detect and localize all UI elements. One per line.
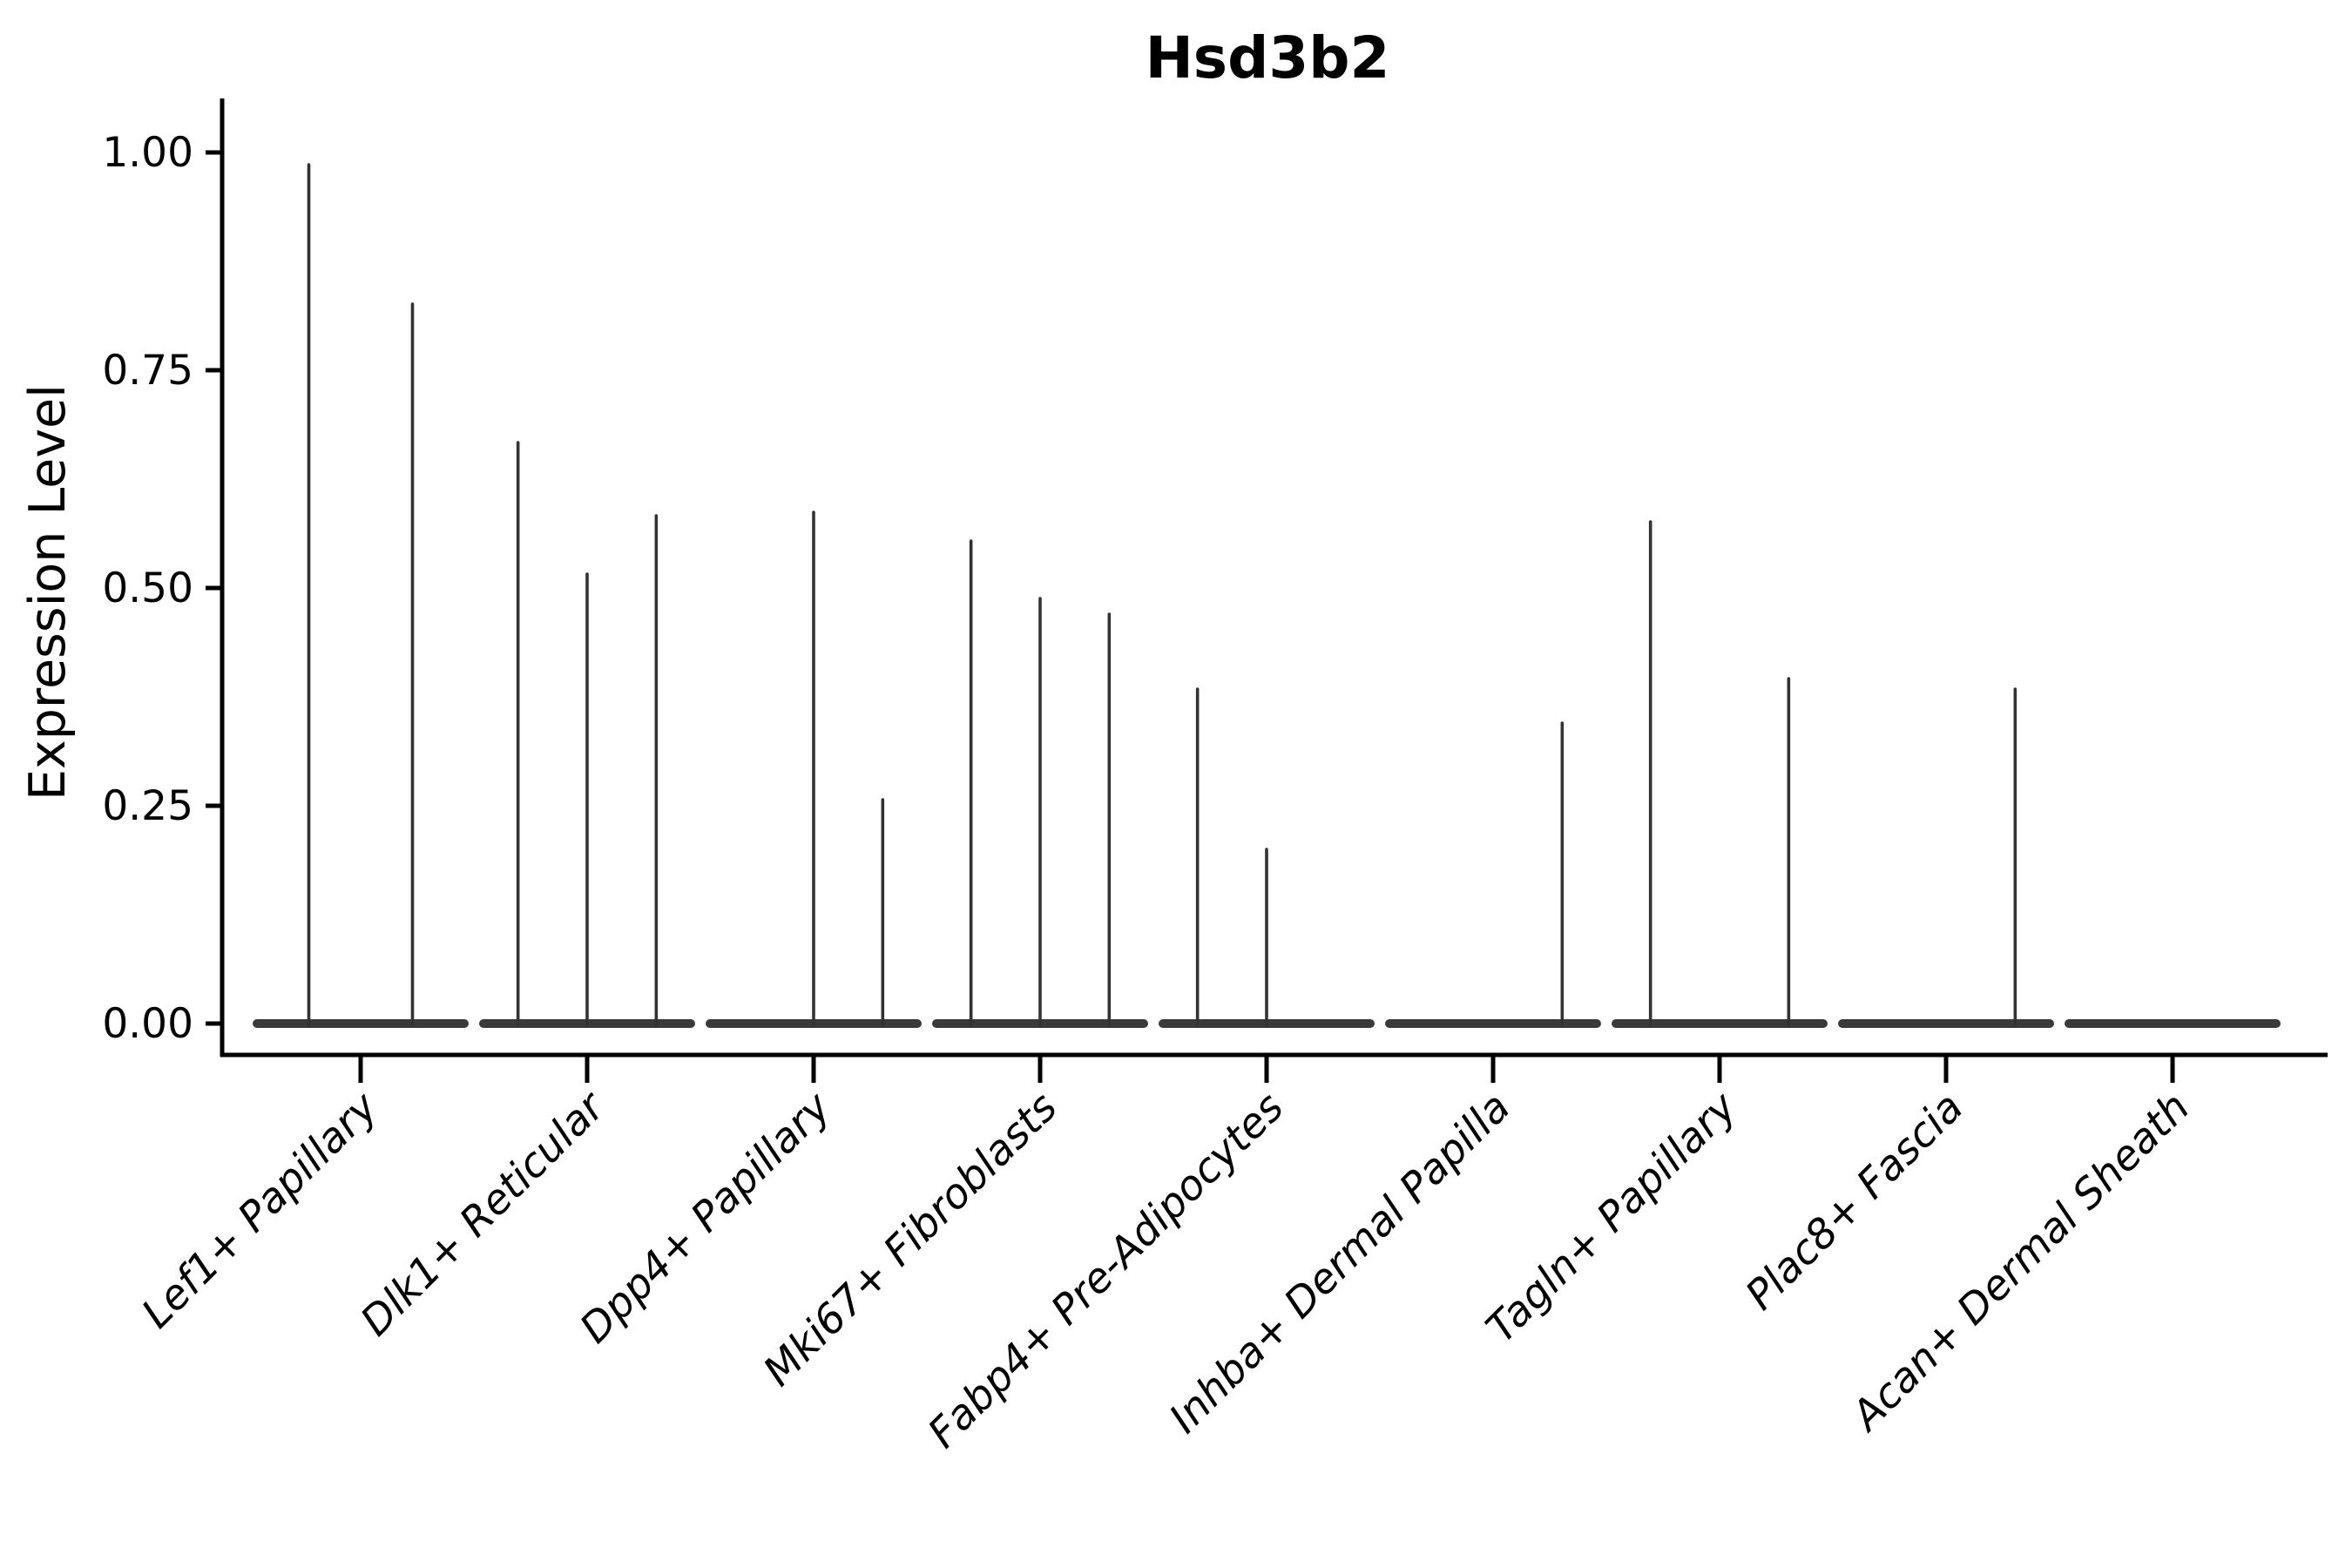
x-axis-tick-label: Lef1+ Papillary: [132, 1083, 388, 1338]
y-axis-tick-label: 0.00: [102, 1000, 193, 1048]
x-axis-tick-label: Dpp4+ Papillary: [571, 1083, 841, 1353]
y-axis-label: Expression Level: [19, 384, 77, 801]
plot-title: Hsd3b2: [1145, 24, 1390, 91]
x-axis-tick-label: Fabp4+ Pre-Adipocytes: [919, 1084, 1293, 1457]
y-axis-tick-label: 0.25: [102, 782, 193, 830]
y-axis-tick-label: 0.75: [102, 347, 193, 395]
y-axis-tick-label: 1.00: [102, 129, 193, 177]
x-axis-tick-label: Tagln+ Papillary: [1477, 1083, 1747, 1353]
y-axis-tick-label: 0.50: [102, 564, 193, 612]
x-axis-tick-label: Plac8+ Fascia: [1736, 1084, 1972, 1320]
x-axis-tick-label: Dlk1+ Reticular: [352, 1082, 616, 1346]
